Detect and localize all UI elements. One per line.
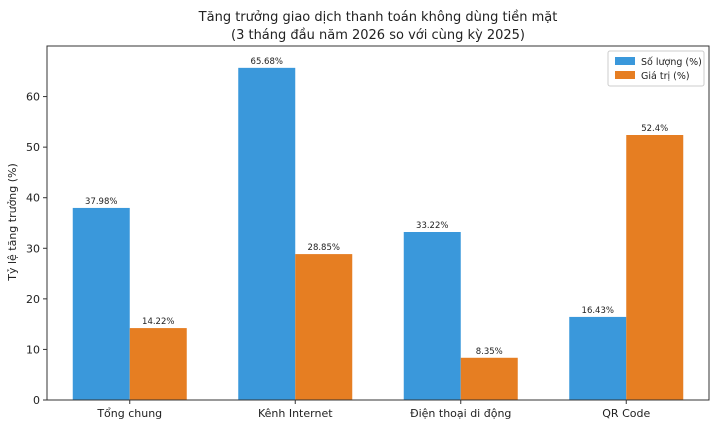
bar-data-label: 16.43% [582, 306, 614, 316]
bar [295, 254, 353, 400]
bar [403, 232, 461, 400]
bar-data-label: 37.98% [85, 197, 117, 207]
bar-data-label: 28.85% [308, 243, 340, 253]
bar [129, 328, 187, 400]
chart-title: Tăng trưởng giao dịch thanh toán không d… [198, 10, 558, 25]
bar-data-label: 52.4% [641, 124, 668, 134]
legend: Số lượng (%) Giá trị (%) [607, 50, 705, 87]
y-tick-label: 60 [26, 91, 40, 104]
bar [569, 316, 627, 400]
bar [72, 207, 130, 400]
x-category-label: Điện thoại di động [410, 407, 511, 420]
bar-data-label: 33.22% [416, 221, 448, 231]
x-categories-group: Tổng chung Kênh Internet Điện thoại di độn… [96, 400, 650, 420]
bar [626, 135, 684, 400]
legend-entry: Số lượng (%) [641, 57, 702, 68]
y-tick-label: 40 [26, 192, 40, 205]
chart-subtitle: (3 tháng đầu năm 2026 so với cùng kỳ 202… [231, 28, 525, 43]
y-tick-label: 10 [26, 343, 40, 356]
y-tick-label: 30 [26, 242, 40, 255]
bar [238, 67, 296, 400]
bar-data-label: 8.35% [476, 347, 503, 357]
bar-data-label: 14.22% [142, 317, 174, 327]
y-tick-label: 0 [33, 394, 40, 407]
x-category-label: Tổng chung [96, 407, 162, 420]
bars-group: 37.98% 14.22% 65.68% 28.85% 33.22% 8.35% 16.43… [72, 57, 684, 400]
legend-swatch [615, 57, 635, 65]
plot-frame [46, 45, 710, 401]
x-category-label: Kênh Internet [258, 407, 333, 420]
legend-swatch [615, 71, 635, 79]
legend-entry: Giá trị (%) [641, 71, 690, 82]
y-tick-label: 50 [26, 141, 40, 154]
y-ticks-group: 0 10 20 30 40 50 60 [26, 91, 47, 407]
bar [460, 357, 518, 400]
bar-data-label: 65.68% [251, 57, 283, 67]
y-tick-label: 20 [26, 293, 40, 306]
x-category-label: QR Code [602, 407, 650, 420]
y-axis-label: Tỷ lệ tăng trưởng (%) [6, 163, 19, 282]
